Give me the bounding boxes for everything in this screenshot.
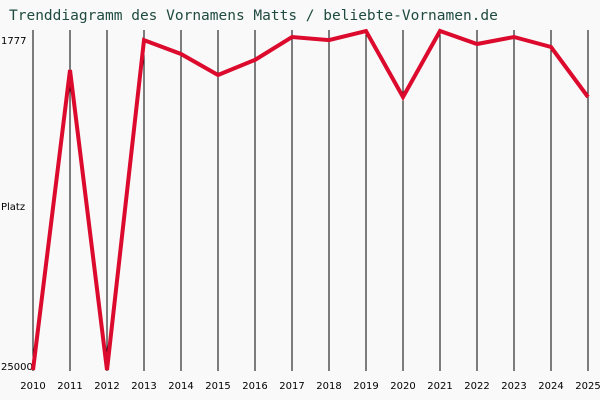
x-axis-tick-label: 2014	[168, 381, 194, 392]
x-axis-tick-label: 2023	[501, 381, 527, 392]
trend-line	[31, 28, 590, 371]
y-axis-top-label: 1777	[1, 36, 27, 47]
x-axis-tick-label: 2017	[279, 381, 305, 392]
x-axis-tick-label: 2018	[316, 381, 342, 392]
x-axis-tick-label: 2011	[57, 381, 83, 392]
x-axis-tick-label: 2025	[575, 381, 600, 392]
x-axis-tick-label: 2024	[538, 381, 564, 392]
x-axis-tick-label: 2010	[20, 381, 46, 392]
x-axis-tick-label: 2016	[242, 381, 268, 392]
chart-title: Trenddiagramm des Vornamens Matts / beli…	[9, 8, 498, 24]
x-axis-tick-label: 2019	[353, 381, 379, 392]
x-axis-tick-label: 2022	[464, 381, 490, 392]
y-axis-bottom-label: 25000	[1, 362, 33, 373]
y-axis-title: Platz	[1, 202, 26, 213]
x-axis-tick-label: 2020	[390, 381, 416, 392]
x-axis-tick-label: 2012	[94, 381, 120, 392]
x-axis-tick-label: 2015	[205, 381, 231, 392]
x-axis-tick-label: 2013	[131, 381, 157, 392]
x-axis-tick-label: 2021	[427, 381, 453, 392]
